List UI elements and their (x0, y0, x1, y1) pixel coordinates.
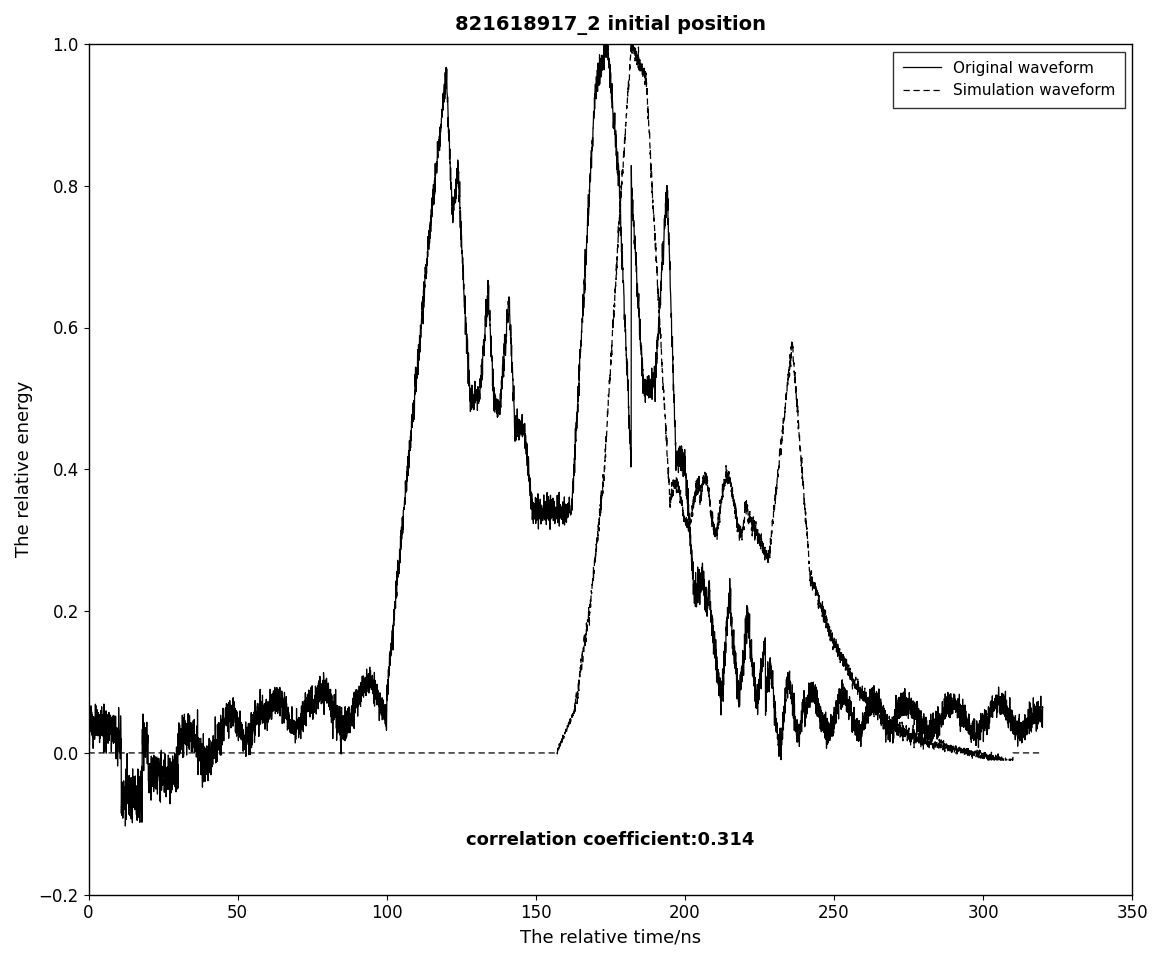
Text: correlation coefficient:0.314: correlation coefficient:0.314 (466, 831, 755, 850)
Simulation waveform (81, 747, 95, 758)
Title: 821618917_2 initial position: 821618917_2 initial position (455, 15, 766, 35)
Simulation waveform (166, 747, 180, 758)
Simulation waveform (1036, 747, 1050, 758)
Original waveform (119, 821, 133, 832)
Simulation waveform (337, 747, 351, 758)
Y-axis label: The relative energy: The relative energy (15, 382, 33, 557)
Line: Simulation waveform: Simulation waveform (88, 40, 1043, 760)
Original waveform (1036, 702, 1050, 713)
X-axis label: The relative time/ns: The relative time/ns (520, 928, 701, 946)
Legend: Original waveform, Simulation waveform: Original waveform, Simulation waveform (893, 52, 1125, 108)
Original waveform (197, 776, 211, 788)
Original waveform (337, 728, 351, 740)
Simulation waveform (625, 35, 638, 46)
Original waveform (81, 728, 95, 740)
Simulation waveform (328, 747, 342, 758)
Original waveform (834, 683, 848, 695)
Original waveform (600, 30, 614, 41)
Simulation waveform (833, 656, 847, 668)
Original waveform (167, 766, 181, 777)
Simulation waveform (977, 754, 991, 766)
Simulation waveform (230, 747, 244, 758)
Original waveform (328, 699, 342, 710)
Original waveform (230, 709, 244, 721)
Simulation waveform (195, 747, 209, 758)
Line: Original waveform: Original waveform (88, 36, 1043, 826)
